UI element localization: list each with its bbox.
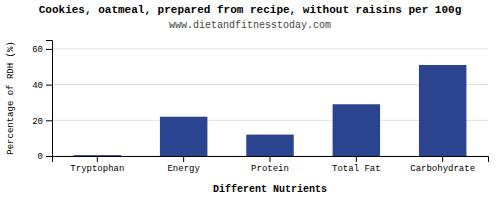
x-tick: Tryptophan: [70, 156, 124, 174]
plot: Tryptophan Energy Protein Total Fat Carbohyd…: [32, 41, 488, 175]
x-axis: Tryptophan Energy Protein Total Fat Carbohyd…: [53, 156, 489, 174]
x-tick-mark: [442, 156, 443, 162]
y-tick-label: 20: [32, 117, 43, 127]
x-axis-line: [53, 157, 489, 163]
x-tick: Energy: [167, 156, 200, 174]
chart: Cookies, oatmeal, prepared from recipe, …: [0, 0, 500, 200]
grid-line: [52, 48, 488, 49]
bar: [74, 155, 121, 156]
x-axis-title: Different Nutrients: [213, 184, 327, 195]
bar: [160, 117, 207, 156]
y-tick: 20: [32, 117, 52, 127]
x-tick: Carbohydrate: [410, 156, 475, 174]
y-tick-label: 0: [38, 152, 43, 162]
title: Cookies, oatmeal, prepared from recipe, …: [39, 4, 461, 16]
x-tick-label: Total Fat: [332, 164, 381, 174]
y-axis: 0 20 40 60: [32, 41, 52, 163]
x-tick-mark: [270, 156, 271, 162]
y-tick: 0: [38, 152, 52, 162]
bar: [246, 135, 293, 156]
y-tick: 40: [32, 81, 52, 91]
x-tick: Protein: [251, 156, 289, 174]
y-tick-mark: [46, 156, 52, 157]
y-axis-title: Percentage of RDH (%): [6, 41, 16, 154]
x-tick-label: Tryptophan: [70, 164, 124, 174]
grid: [52, 49, 488, 156]
y-tick-mark: [46, 120, 52, 121]
y-tick-label: 60: [32, 45, 43, 55]
bar: [419, 65, 466, 156]
x-tick-label: Energy: [167, 164, 200, 174]
y-tick-label: 40: [32, 81, 43, 91]
x-tick-mark: [183, 156, 184, 162]
bars: [74, 65, 467, 156]
x-tick-label: Protein: [251, 164, 289, 174]
x-tick: Total Fat: [332, 156, 381, 174]
y-tick-mark: [46, 85, 52, 86]
x-tick-label: Carbohydrate: [410, 164, 475, 174]
y-tick-mark: [46, 49, 52, 50]
bar: [333, 104, 380, 156]
x-tick-mark: [356, 156, 357, 162]
y-axis-line: [46, 41, 53, 157]
x-tick-mark: [97, 156, 98, 162]
subtitle: www.dietandfitnesstoday.com: [169, 20, 331, 31]
y-tick: 60: [32, 45, 52, 55]
